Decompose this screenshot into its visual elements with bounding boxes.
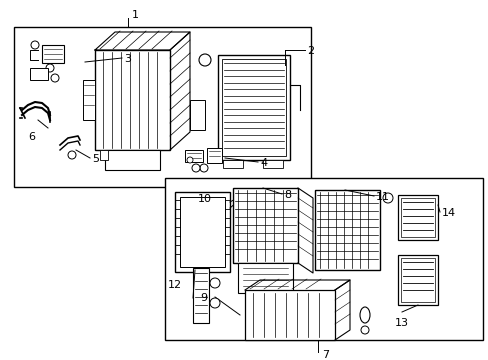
Bar <box>244 290 334 340</box>
Text: 10: 10 <box>198 194 212 204</box>
Text: 5: 5 <box>92 154 99 164</box>
Circle shape <box>360 326 368 334</box>
Bar <box>193 268 208 323</box>
Text: 2: 2 <box>306 46 313 56</box>
Text: 12: 12 <box>168 280 182 290</box>
Bar <box>314 190 379 270</box>
Bar <box>83 80 95 120</box>
Text: 6: 6 <box>28 132 35 142</box>
Bar <box>100 150 108 160</box>
Text: 14: 14 <box>441 208 455 218</box>
Bar <box>30 68 48 80</box>
Circle shape <box>51 74 59 82</box>
Circle shape <box>31 41 39 49</box>
Text: 11: 11 <box>375 192 389 202</box>
Circle shape <box>46 64 54 72</box>
Bar <box>397 195 437 240</box>
Circle shape <box>186 157 193 163</box>
Bar <box>206 148 222 163</box>
Text: 9: 9 <box>200 293 207 303</box>
Ellipse shape <box>359 307 369 323</box>
Circle shape <box>192 164 200 172</box>
Bar <box>14 27 310 187</box>
Circle shape <box>199 54 210 66</box>
Bar <box>95 50 170 150</box>
Circle shape <box>68 151 76 159</box>
Bar <box>42 45 64 63</box>
Bar <box>238 263 292 293</box>
Text: 3: 3 <box>124 54 131 64</box>
Bar <box>263 160 283 168</box>
Text: 13: 13 <box>394 318 408 328</box>
Text: 4: 4 <box>260 158 266 168</box>
Bar <box>190 100 204 130</box>
Circle shape <box>209 278 220 288</box>
Bar <box>175 192 229 272</box>
Bar <box>400 258 434 302</box>
Bar <box>218 55 289 160</box>
Bar <box>232 188 297 263</box>
Circle shape <box>200 164 207 172</box>
Bar <box>397 255 437 305</box>
Text: 7: 7 <box>321 350 328 360</box>
Circle shape <box>209 298 220 308</box>
Circle shape <box>382 193 392 203</box>
Bar <box>223 160 243 168</box>
Bar <box>105 150 160 170</box>
Text: 1: 1 <box>132 10 139 20</box>
Bar <box>400 198 434 237</box>
Bar <box>180 197 224 267</box>
Text: 8: 8 <box>284 190 290 200</box>
Bar <box>164 178 482 340</box>
Bar <box>222 59 285 156</box>
Bar <box>184 150 203 162</box>
Circle shape <box>35 69 41 75</box>
